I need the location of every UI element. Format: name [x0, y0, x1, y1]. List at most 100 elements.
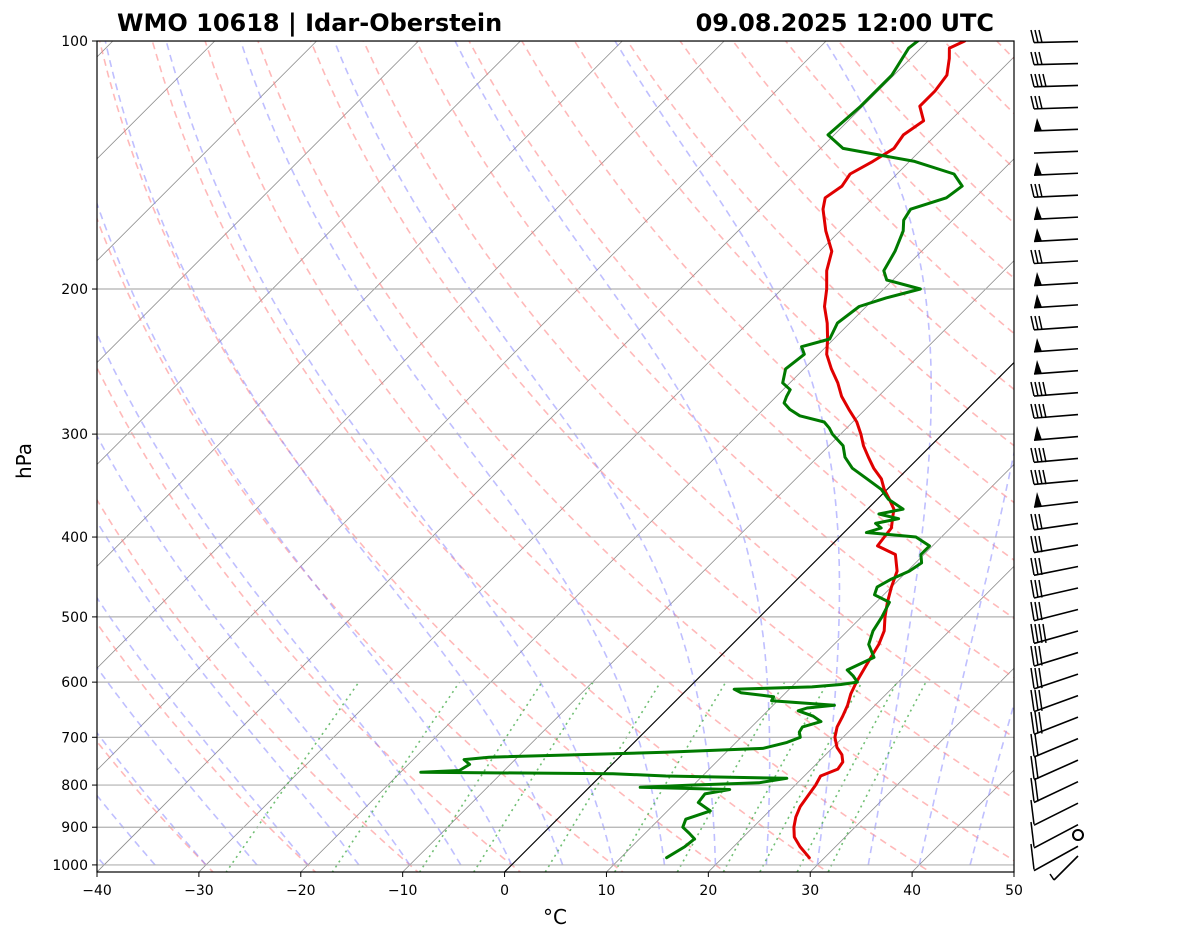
wind-barb-feather [1034, 513, 1039, 530]
plot-background-lines [0, 41, 1014, 882]
wind-barb-feather [1038, 579, 1043, 598]
wind-barb [1033, 426, 1079, 442]
wind-barb-feather [1030, 733, 1035, 757]
wind-barb-feather [1030, 513, 1035, 530]
mixing-ratio-line [796, 681, 898, 872]
wind-barb-feather [1030, 755, 1035, 779]
wind-barb-feather [1030, 183, 1035, 198]
isotherm-line [707, 565, 1014, 872]
wind-barb [1030, 95, 1079, 110]
isotherm-line [97, 41, 929, 872]
wind-barb-feather [1030, 73, 1035, 87]
moist-adiabat-line [969, 701, 1014, 866]
mixing-ratio-line [613, 681, 727, 872]
mixing-ratio-line [827, 681, 927, 872]
dry-adiabat-line [837, 41, 1014, 225]
dry-adiabat-line [257, 41, 1014, 862]
isotherm-line [809, 667, 1014, 872]
wind-barb [1033, 492, 1079, 508]
wind-barb-shaft [1033, 759, 1079, 781]
dry-adiabat-line [97, 622, 317, 872]
wind-barb-feather [1030, 711, 1035, 734]
wind-barb-feather [1034, 381, 1039, 397]
wind-barb [1033, 228, 1079, 243]
wind-barb-feather [1038, 711, 1043, 734]
wind-barb-shaft [1033, 845, 1079, 872]
wind-barb-shaft [1033, 391, 1079, 397]
wind-barb-pennant [1034, 118, 1042, 131]
wind-barb-feather [1038, 183, 1043, 198]
mixing-ratio-line [722, 681, 829, 872]
wind-barb [1030, 579, 1079, 599]
wind-barb-feather [1030, 799, 1035, 825]
chart-title-left: WMO 10618 | Idar-Oberstein [117, 9, 502, 37]
x-tick-label: −10 [388, 883, 418, 899]
moist-adiabat-line [614, 41, 841, 865]
wind-barb-feather [1030, 381, 1035, 397]
wind-barb [1030, 821, 1079, 849]
wind-barb-shaft [1053, 855, 1079, 881]
x-tick-label: −40 [82, 883, 112, 899]
wind-barbs [1030, 29, 1084, 881]
wind-barb-feather [1034, 183, 1039, 198]
wind-barb-feather [1038, 95, 1043, 109]
wind-barb-feather [1030, 623, 1035, 643]
mixing-ratio-line [676, 681, 786, 872]
wind-barb-feather [1038, 689, 1043, 711]
wind-barb-feather [1034, 645, 1039, 666]
wind-barb-feather [1038, 51, 1043, 65]
wind-barb-pennant [1034, 228, 1042, 242]
y-tick-label: 800 [61, 778, 88, 794]
moist-adiabat-line [918, 449, 1014, 866]
wind-barb-shaft [1033, 106, 1079, 110]
isotherm-line [402, 260, 1014, 872]
moist-adiabat-line [97, 332, 462, 866]
wind-barb-pennant [1034, 162, 1042, 176]
wind-barb-feather [1042, 447, 1047, 463]
wind-barb-feather [1038, 623, 1043, 643]
wind-barb-feather [1034, 469, 1039, 485]
wind-barb-shaft [1033, 84, 1079, 88]
y-tick-label: 400 [61, 530, 88, 546]
y-tick-label: 100 [61, 34, 88, 50]
wind-barb-feather [1034, 315, 1039, 330]
wind-barb [1030, 183, 1079, 199]
wind-barb [1030, 733, 1079, 758]
y-tick-label: 600 [61, 675, 88, 691]
wind-barb-shaft [1033, 150, 1079, 154]
wind-barb-feather [1030, 29, 1035, 43]
wind-barb [1030, 623, 1079, 645]
mixing-ratio-line [331, 681, 461, 872]
wind-barb [1030, 513, 1079, 531]
x-tick-label: −20 [286, 883, 316, 899]
wind-barb [1030, 315, 1079, 331]
wind-barb-feather [1030, 535, 1035, 553]
wind-barb-feather [1034, 29, 1039, 43]
wind-barb-shaft [1033, 194, 1079, 199]
wind-barb [1033, 294, 1079, 309]
wind-barb [1033, 272, 1079, 287]
wind-barb-feather [1038, 645, 1043, 666]
moist-adiabat-line [239, 41, 666, 866]
moist-adiabat-line [333, 41, 717, 865]
wind-barb-feather [1030, 689, 1035, 711]
wind-barb-feather [1042, 623, 1047, 643]
wind-barb-feather [1042, 381, 1047, 397]
isotherm-line [0, 41, 11, 882]
y-tick-label: 900 [61, 820, 88, 836]
wind-barb-shaft [1033, 326, 1079, 331]
wind-barb-feather [1034, 557, 1039, 575]
y-tick-label: 300 [61, 427, 88, 443]
wind-barb-feather [1030, 601, 1035, 621]
wind-barb [1033, 118, 1079, 132]
isotherm-line [97, 41, 725, 669]
wind-barb-feather [1034, 403, 1039, 419]
wind-barb-feather [1030, 95, 1035, 109]
wind-barb-feather [1038, 73, 1043, 87]
chart-title-right: 09.08.2025 12:00 UTC [696, 9, 994, 37]
wind-barb-pennant [1034, 206, 1042, 220]
wind-barb [1033, 206, 1079, 221]
wind-barb-feather [1038, 469, 1043, 485]
dry-adiabat-line [784, 41, 1014, 280]
wind-barb-feather [1030, 403, 1035, 419]
